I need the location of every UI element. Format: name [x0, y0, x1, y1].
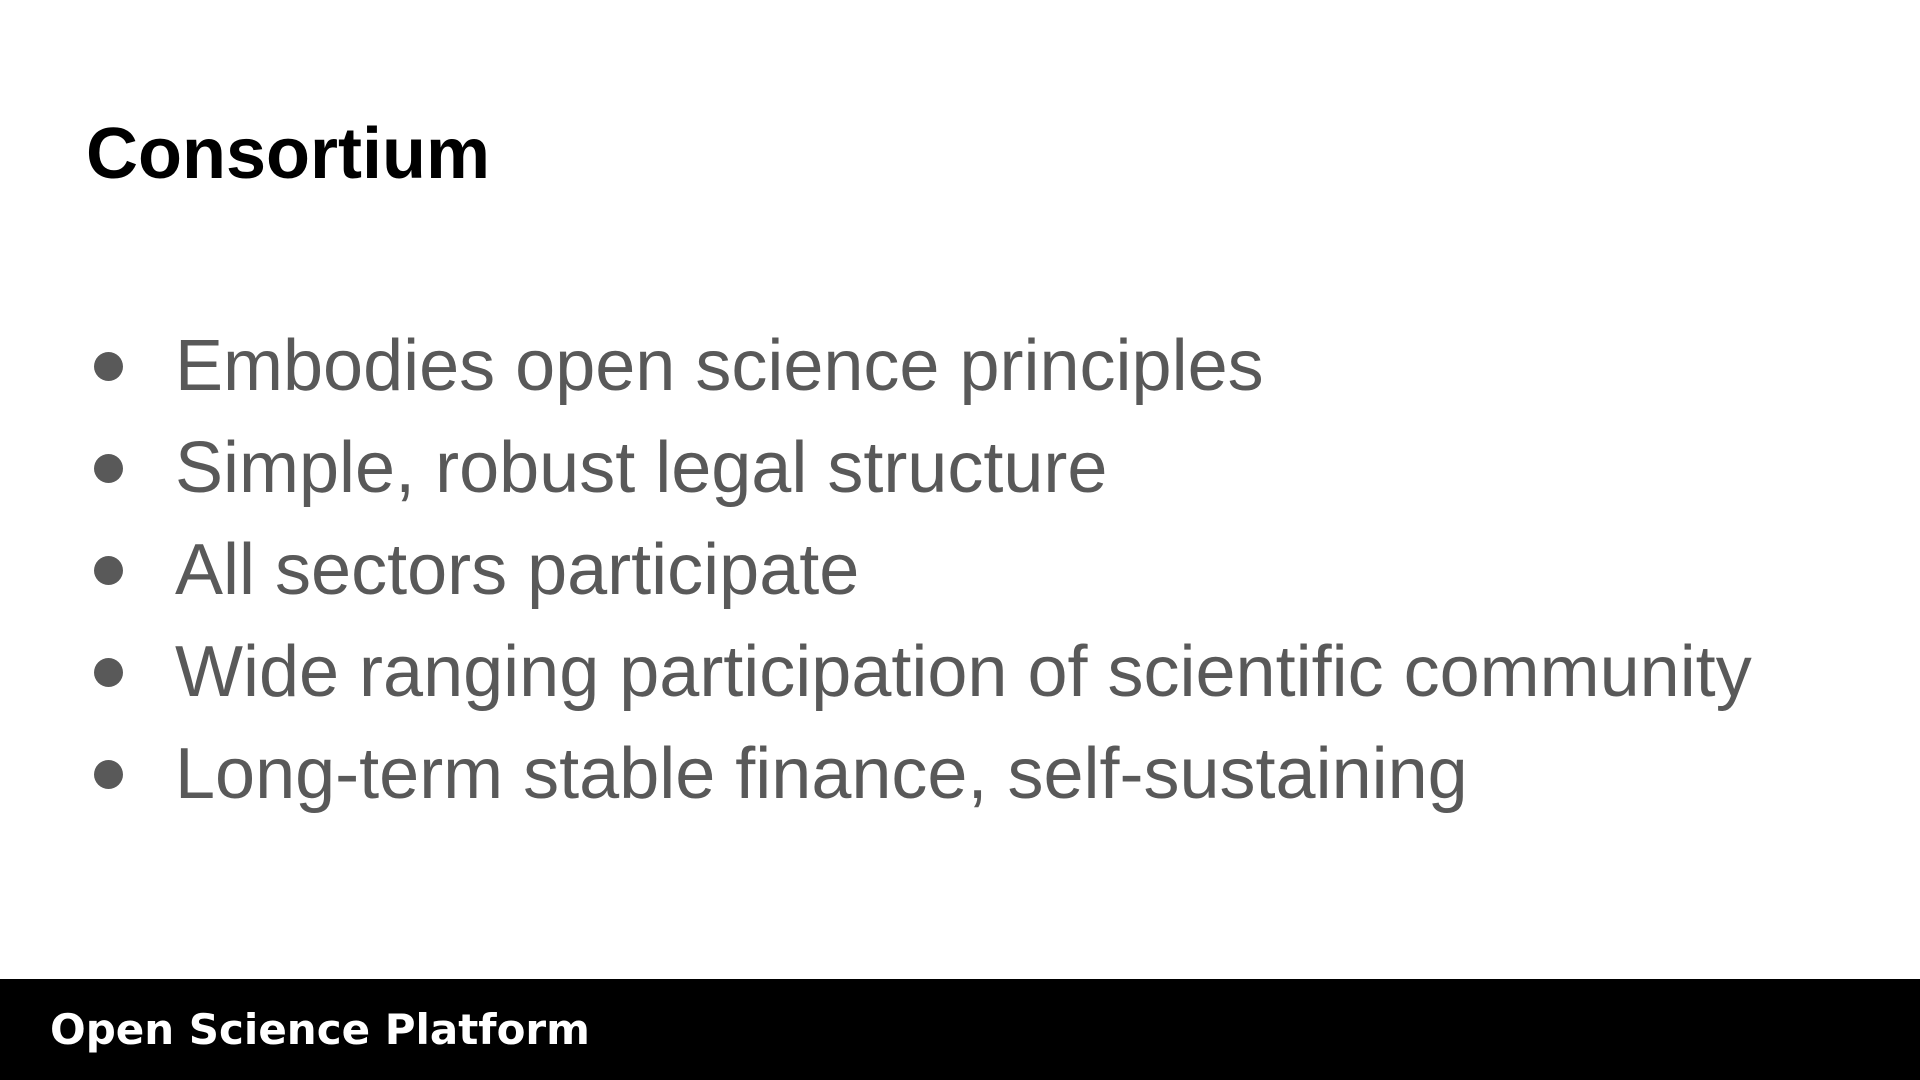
bullet-icon: [94, 351, 123, 381]
list-item: Wide ranging participation of scientific…: [86, 621, 1752, 723]
bullet-text: Embodies open science principles: [175, 326, 1264, 406]
bullet-text: Wide ranging participation of scientific…: [175, 632, 1752, 712]
bullet-icon: [94, 759, 123, 789]
bullet-icon: [94, 657, 123, 687]
list-item: Simple, robust legal structure: [86, 417, 1752, 519]
bullet-list: Embodies open science principles Simple,…: [86, 315, 1752, 825]
list-item: Embodies open science principles: [86, 315, 1752, 417]
bullet-icon: [94, 453, 123, 483]
bullet-text: Long-term stable finance, self-sustainin…: [175, 734, 1468, 814]
bullet-text: Simple, robust legal structure: [175, 428, 1108, 508]
list-item: All sectors participate: [86, 519, 1752, 621]
footer-label: Open Science Platform: [50, 1005, 590, 1054]
list-item: Long-term stable finance, self-sustainin…: [86, 723, 1752, 825]
footer-bar: Open Science Platform: [0, 979, 1920, 1080]
slide-title: Consortium: [86, 114, 490, 194]
bullet-icon: [94, 555, 123, 585]
bullet-text: All sectors participate: [175, 530, 860, 610]
